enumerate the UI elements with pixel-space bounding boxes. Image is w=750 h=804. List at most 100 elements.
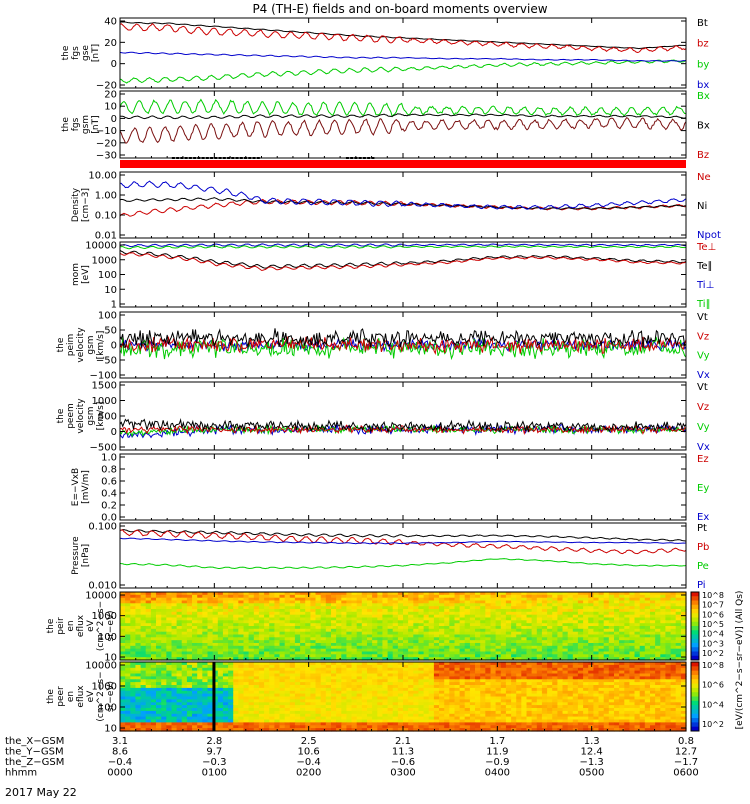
- heatmap-cell: [233, 620, 239, 623]
- heatmap-cell: [398, 620, 404, 623]
- colorbar-tick-label: 10^8: [702, 591, 724, 600]
- heatmap-cell: [120, 620, 126, 623]
- heatmap-cell: [357, 595, 363, 598]
- heatmap-cell: [609, 595, 615, 598]
- heatmap-cell: [635, 654, 641, 657]
- heatmap-cell: [274, 637, 280, 640]
- heatmap-cell: [532, 646, 538, 649]
- y-tick-label: 1: [111, 300, 117, 311]
- heatmap-cell: [125, 603, 131, 606]
- heatmap-cell: [660, 629, 666, 632]
- heatmap-cell: [609, 654, 615, 657]
- heatmap-cell: [650, 654, 656, 657]
- heatmap-cell: [485, 629, 491, 632]
- heatmap-cell: [151, 637, 157, 640]
- heatmap-cell: [352, 629, 358, 632]
- heatmap-cell: [166, 629, 172, 632]
- heatmap-cell: [274, 620, 280, 623]
- y-axis-label-line: mom: [71, 263, 81, 286]
- heatmap-cell: [609, 620, 615, 623]
- heatmap-cell: [197, 629, 203, 632]
- heatmap-cell: [377, 629, 383, 632]
- heatmap-cell: [388, 654, 394, 657]
- heatmap-cell: [346, 620, 352, 623]
- heatmap-cell: [552, 620, 558, 623]
- heatmap-cell: [264, 612, 270, 615]
- heatmap-cell: [177, 603, 183, 606]
- heatmap-cell: [393, 654, 399, 657]
- heatmap-cell: [223, 612, 229, 615]
- heatmap-cell: [331, 603, 337, 606]
- heatmap-cell: [259, 654, 265, 657]
- heatmap-cell: [655, 654, 661, 657]
- heatmap-cell: [182, 646, 188, 649]
- y-axis-label-line: [km/s]: [96, 402, 106, 431]
- heatmap-cell: [629, 603, 635, 606]
- heatmap-cell: [573, 612, 579, 615]
- heatmap-cell: [583, 595, 589, 598]
- heatmap-cell: [429, 629, 435, 632]
- heatmap-cell: [331, 595, 337, 598]
- heatmap-cell: [125, 654, 131, 657]
- heatmap-cell: [413, 612, 419, 615]
- heatmap-cell: [146, 629, 152, 632]
- heatmap-cell: [660, 603, 666, 606]
- heatmap-cell: [352, 595, 358, 598]
- heatmap-cell: [455, 620, 461, 623]
- y-tick-label: 0: [111, 114, 117, 125]
- heatmap-cell: [491, 620, 497, 623]
- heatmap-cell: [439, 603, 445, 606]
- heatmap-cell: [480, 603, 486, 606]
- heatmap-cell: [331, 620, 337, 623]
- heatmap-cell: [588, 620, 594, 623]
- heatmap-cell: [393, 629, 399, 632]
- heatmap-cell: [403, 646, 409, 649]
- heatmap-cell: [665, 637, 671, 640]
- heatmap-cell: [326, 654, 332, 657]
- heatmap-cell: [521, 654, 527, 657]
- heatmap-cell: [130, 595, 136, 598]
- heatmap-cell: [491, 637, 497, 640]
- heatmap-cell: [645, 595, 651, 598]
- legend-entry: Vx: [697, 370, 710, 381]
- heatmap-cell: [151, 620, 157, 623]
- heatmap-cell: [218, 612, 224, 615]
- heatmap-cell: [177, 620, 183, 623]
- heatmap-cell: [455, 646, 461, 649]
- heatmap-cell: [259, 603, 265, 606]
- heatmap-cell: [501, 603, 507, 606]
- heatmap-cell: [352, 612, 358, 615]
- legend-entry: Ex: [697, 512, 709, 523]
- heatmap-cell: [563, 646, 569, 649]
- heatmap-cell: [156, 603, 162, 606]
- heatmap-cell: [532, 620, 538, 623]
- colorbar-segment: [691, 643, 699, 648]
- heatmap-cell: [506, 637, 512, 640]
- y-tick-label: 0.10: [95, 211, 117, 222]
- heatmap-cell: [455, 603, 461, 606]
- heatmap-cell: [609, 603, 615, 606]
- heatmap-cell: [398, 646, 404, 649]
- heatmap-cell: [352, 637, 358, 640]
- heatmap-cell: [372, 595, 378, 598]
- y-tick-label: 0: [111, 427, 117, 438]
- heatmap-cell: [532, 603, 538, 606]
- heatmap-cell: [413, 646, 419, 649]
- heatmap-cell: [285, 620, 291, 623]
- legend-entry: Te∥: [696, 261, 713, 272]
- heatmap-cell: [496, 654, 502, 657]
- heatmap-cell: [547, 629, 553, 632]
- heatmap-cell: [336, 595, 342, 598]
- heatmap-cell: [223, 654, 229, 657]
- heatmap-cell: [182, 654, 188, 657]
- heatmap-cell: [182, 595, 188, 598]
- heatmap-cell: [295, 629, 301, 632]
- heatmap-cell: [557, 637, 563, 640]
- heatmap-cell: [310, 612, 316, 615]
- heatmap-cell: [238, 646, 244, 649]
- heatmap-cell: [223, 595, 229, 598]
- heatmap-cell: [568, 629, 574, 632]
- heatmap-cell: [146, 654, 152, 657]
- heatmap-cell: [650, 637, 656, 640]
